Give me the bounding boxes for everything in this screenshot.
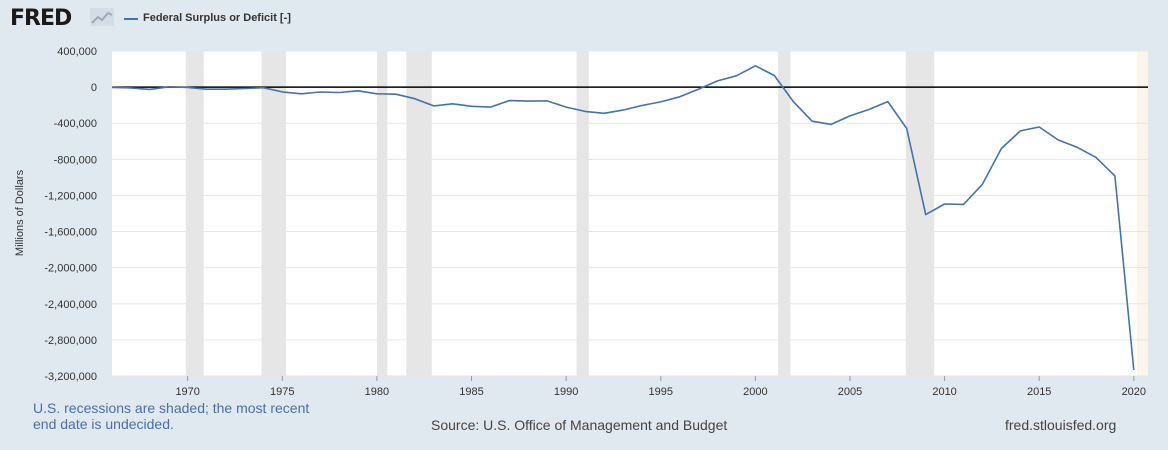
site-link[interactable]: fred.stlouisfed.org [1005, 417, 1117, 433]
x-tick-label: 1970 [175, 386, 199, 398]
legend-line-swatch [124, 18, 138, 20]
recession-band [185, 51, 204, 376]
series-line [111, 65, 1135, 370]
x-tick-label: 1995 [649, 386, 673, 398]
y-axis-ticks: 400,000 0 -400,000 -800,000 -1,200,000 -1,600… [44, 46, 97, 383]
gridlines [112, 50, 1148, 377]
y-tick-label: -3,200,000 [44, 371, 97, 383]
x-tick-label: 2010 [932, 386, 956, 398]
x-tick-label: 2000 [743, 386, 767, 398]
recession-bands [185, 51, 1148, 376]
recession-band [261, 51, 287, 376]
x-tick-label: 2020 [1122, 386, 1146, 398]
x-tick-label: 1975 [270, 386, 294, 398]
recession-band [778, 51, 791, 376]
x-tick-label: 2015 [1027, 386, 1051, 398]
y-tick-label: -2,400,000 [44, 299, 97, 311]
legend-label: Federal Surplus or Deficit [-] [143, 12, 291, 24]
x-tick-label: 1980 [365, 386, 389, 398]
recession-band [905, 51, 935, 376]
x-tick-label: 2005 [838, 386, 862, 398]
y-tick-label: 400,000 [57, 46, 97, 58]
x-tick-label: 1985 [459, 386, 483, 398]
y-tick-label: 0 [91, 82, 97, 94]
y-tick-label: -1,200,000 [44, 190, 97, 202]
y-tick-label: -1,600,000 [44, 227, 97, 239]
recession-note: U.S. recessions are shaded; the most rec… [33, 400, 310, 432]
x-tick-label: 1990 [554, 386, 578, 398]
source-note: Source: U.S. Office of Management and Bu… [431, 417, 728, 433]
line-chart: 400,000 0 -400,000 -800,000 -1,200,000 -1,600… [14, 46, 1148, 398]
x-axis-ticks: 1970 1975 1980 1985 1990 1995 2000 2005 2010 2015… [175, 376, 1146, 398]
y-axis-label: Millions of Dollars [14, 169, 26, 256]
recession-band [406, 51, 432, 376]
undecided-recession-band [1136, 51, 1148, 376]
header: FRED Federal Surplus or Deficit [-] [0, 0, 1168, 40]
logo-graph-icon [90, 8, 114, 26]
y-tick-label: -2,800,000 [44, 335, 97, 347]
recession-band [376, 51, 388, 376]
fred-logo[interactable]: FRED [10, 6, 72, 31]
y-tick-label: -800,000 [54, 154, 97, 166]
y-tick-label: -2,000,000 [44, 263, 97, 275]
y-tick-label: -400,000 [54, 118, 97, 130]
recession-band [576, 51, 589, 376]
